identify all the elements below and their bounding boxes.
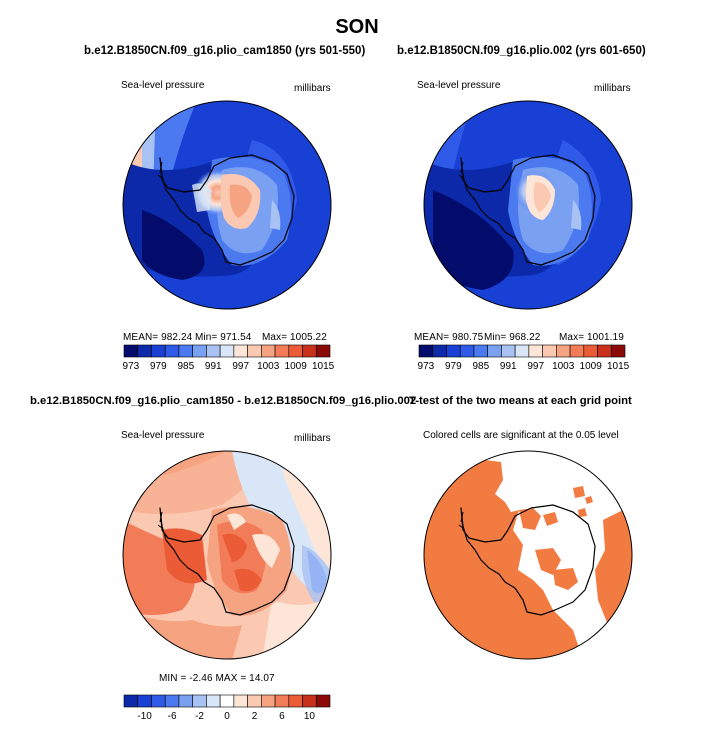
panel1-colorbar-box	[219, 344, 235, 358]
panel2-colorbar-box	[446, 344, 461, 358]
panel4-title: T-test of the two means at each grid poi…	[409, 395, 632, 407]
panel2-max: Max= 1001.19	[559, 332, 624, 343]
panel1-colorbar-tick-label: 1003	[257, 361, 280, 372]
panel2-colorbar-tick-label: 997	[527, 361, 544, 372]
panel2-colorbar-box	[528, 344, 543, 358]
panel2-colorbar-box	[542, 344, 557, 358]
panel1-colorbar-box	[123, 344, 139, 358]
panel1-colorbar-box	[151, 344, 166, 358]
panel2-colorbar: 973 979 985 991 997 1003 1009 1015	[418, 344, 630, 372]
panel3-colorbar-box	[219, 694, 235, 708]
panel2-colorbar-tick-label: 1003	[552, 361, 575, 372]
panel2-colorbar-box	[501, 344, 516, 358]
panel1-colorbar-tick-label: 1015	[312, 361, 335, 372]
panel3-colorbar-box	[302, 694, 317, 708]
panel1-colorbar: 973 979 985 991 997 1003 1009 1015	[123, 344, 335, 372]
panel3-colorbar-box	[274, 694, 290, 708]
panel1-colorbar-box	[178, 344, 193, 358]
panel3-colorbar-tick-label: 10	[304, 711, 316, 722]
panel3-colorbar-box	[151, 694, 166, 708]
panel1-title: b.e12.B1850CN.f09_g16.plio_cam1850 (yrs …	[84, 45, 366, 57]
panel2-colorbar-box	[418, 344, 434, 358]
panel2-units: millibars	[594, 83, 631, 94]
panel2-colorbar-box	[556, 344, 571, 358]
panel2-colorbar-tick-label: 1009	[580, 361, 603, 372]
panel3-colorbar-box	[178, 694, 193, 708]
panel2-mean: MEAN= 980.75	[414, 332, 484, 343]
panel1-min: Min= 971.54	[195, 332, 252, 343]
panel2-title: b.e12.B1850CN.f09_g16.plio.002 (yrs 601-…	[397, 45, 646, 57]
panel3-colorbar-box	[123, 694, 139, 708]
panel2-min: Min= 968.22	[484, 332, 541, 343]
panel2-colorbar-box	[514, 344, 530, 358]
panel3-units: millibars	[294, 433, 331, 444]
panel1-max: Max= 1005.22	[262, 332, 327, 343]
panel1-variable: Sea-level pressure	[121, 80, 205, 91]
panel4-significance-map	[423, 450, 633, 660]
panel1-colorbar-box	[302, 344, 317, 358]
panel3-title: b.e12.B1850CN.f09_g16.plio_cam1850 - b.e…	[30, 395, 417, 407]
panel1-units: millibars	[294, 83, 331, 94]
panel2-colorbar-tick-label: 1015	[607, 361, 630, 372]
panel1-colorbar-tick-label: 979	[150, 361, 167, 372]
panel3-colorbar-box	[137, 694, 152, 708]
panel3-colorbar-tick-label: -10	[137, 711, 152, 722]
panel3-colorbar-box	[261, 694, 276, 708]
panel2-colorbar-tick-label: 979	[445, 361, 462, 372]
panel2-colorbar-box	[583, 344, 598, 358]
panel2-colorbar-box	[432, 344, 447, 358]
panel3-range: MIN = -2.46 MAX = 14.07	[159, 673, 275, 684]
panel3-colorbar-tick-label: 0	[224, 711, 230, 722]
panel4-subtitle: Colored cells are significant at the 0.0…	[423, 430, 619, 441]
panel1-colorbar-tick-label: 997	[232, 361, 249, 372]
figure-title: SON	[335, 16, 379, 38]
panel2-colorbar-tick-label: 991	[500, 361, 517, 372]
panel2-colorbar-box	[569, 344, 585, 358]
panel3-polar-map	[122, 450, 332, 660]
panel3-colorbar-tick-label: 6	[279, 711, 285, 722]
panel3-colorbar-box	[206, 694, 221, 708]
panel3-colorbar-box	[288, 694, 303, 708]
panel3-colorbar-box	[164, 694, 180, 708]
panel3-colorbar-box	[192, 694, 207, 708]
panel3-colorbar-box	[315, 694, 331, 708]
panel1-colorbar-box	[274, 344, 290, 358]
panel1-colorbar-box	[137, 344, 152, 358]
panel3-variable: Sea-level pressure	[121, 430, 205, 441]
panel2-colorbar-box	[597, 344, 612, 358]
panel2-colorbar-tick-label: 973	[418, 361, 435, 372]
panel2-polar-map	[423, 100, 633, 310]
panel1-polar-map	[122, 100, 332, 310]
panel2-colorbar-box	[610, 344, 626, 358]
panel3-colorbar-tick-label: 2	[252, 711, 258, 722]
panel1-colorbar-tick-label: 985	[177, 361, 194, 372]
panel1-colorbar-tick-label: 991	[205, 361, 222, 372]
panel1-colorbar-box	[261, 344, 276, 358]
panel3-colorbar-tick-label: -6	[168, 711, 177, 722]
panel3-colorbar-tick-label: -2	[195, 711, 204, 722]
panel1-mean: MEAN= 982.24	[123, 332, 193, 343]
panel2-variable: Sea-level pressure	[417, 80, 501, 91]
panel2-colorbar-box	[487, 344, 502, 358]
panel1-colorbar-box	[315, 344, 331, 358]
panel1-colorbar-tick-label: 1009	[285, 361, 308, 372]
panel2-colorbar-box	[473, 344, 488, 358]
panel3-colorbar: -10 -6 -2 0 2 6 10	[123, 694, 331, 722]
panel3-colorbar-box	[233, 694, 248, 708]
panel1-colorbar-box	[247, 344, 262, 358]
panel1-colorbar-box	[233, 344, 248, 358]
panel1-colorbar-box	[288, 344, 303, 358]
panel2-colorbar-box	[459, 344, 475, 358]
panel3-colorbar-box	[247, 694, 262, 708]
panel1-colorbar-tick-label: 973	[123, 361, 140, 372]
panel1-colorbar-box	[192, 344, 207, 358]
panel1-colorbar-box	[164, 344, 180, 358]
panel2-colorbar-tick-label: 985	[472, 361, 489, 372]
panel1-colorbar-box	[206, 344, 221, 358]
